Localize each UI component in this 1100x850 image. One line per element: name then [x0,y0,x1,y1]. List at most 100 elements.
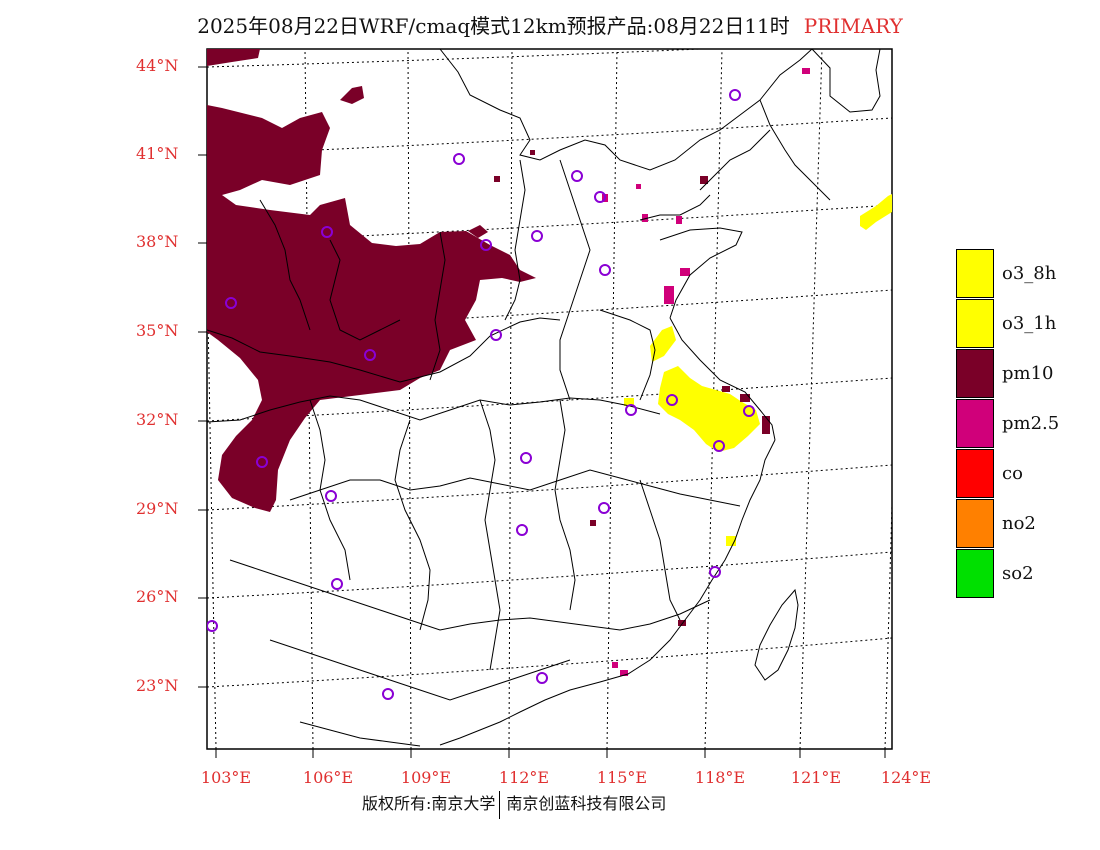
title-highlight: PRIMARY [803,14,903,38]
border-province-b [207,395,661,423]
pm25-cell [620,670,628,676]
station-marker [453,153,465,165]
legend-item-o3-1h: o3_1h [956,299,1100,349]
legend-item-no2: no2 [956,499,1100,549]
border-province-o [309,399,351,581]
lon-label-124e: 124°E [880,768,932,787]
station-marker [666,394,678,406]
pm10-cell [530,150,535,155]
pm25-cell [802,68,810,74]
border-northeast [811,49,881,113]
legend-label: so2 [1002,563,1034,584]
legend-item-co: co [956,449,1100,499]
station-marker [571,170,583,182]
station-marker [382,688,394,700]
gridline-115e [606,49,618,749]
coast-bohai-north [699,129,771,191]
lon-label-106e: 106°E [302,768,354,787]
border-province-l [554,399,576,611]
border-province-a [207,317,561,383]
boundaries [207,49,881,747]
legend-swatch [956,449,994,498]
station-marker [321,226,333,238]
lon-label-118e: 118°E [694,768,746,787]
lat-label-32n: 32°N [136,410,179,429]
border-province-i [504,159,526,321]
pm10-cell [494,176,500,182]
station-marker [520,452,532,464]
copyright-left: 版权所有:南京大学 [362,794,496,813]
border-province-k [599,309,656,401]
border-province-n [394,419,431,631]
station-marker [729,89,741,101]
pm10-cell [740,394,750,402]
coast-bohai-west [639,194,711,221]
legend-label: pm10 [1002,363,1054,384]
lon-label-103e: 103°E [200,768,252,787]
pm10-cell [678,620,686,626]
pm10-cell [590,520,596,526]
legend-swatch [956,499,994,548]
station-markers [207,89,755,700]
legend-label: o3_8h [1002,263,1057,284]
legend-item-o3-8h: o3_8h [956,249,1100,299]
longitude-gridlines [207,49,892,749]
legend-label: co [1002,463,1023,484]
legend-swatch [956,299,994,348]
title-text: 2025年08月22日WRF/cmaq模式12km预报产品:08月22日11时 [197,14,790,38]
pm10-cell [700,176,708,184]
border-province-p [479,399,501,671]
border-province-d [229,559,711,631]
station-marker [743,405,755,417]
station-marker [325,490,337,502]
border-province-g [329,239,401,341]
legend-label: o3_1h [1002,313,1057,334]
gridline-124e [884,486,892,749]
station-marker [490,329,502,341]
lon-label-109e: 109°E [400,768,452,787]
lon-label-112e: 112°E [498,768,550,787]
legend-item-pm25: pm2.5 [956,399,1100,449]
lat-label-44n: 44°N [136,56,179,75]
lat-label-26n: 26°N [136,587,179,606]
station-marker [599,264,611,276]
border-province-h [429,231,446,381]
station-marker [480,239,492,251]
lat-label-23n: 23°N [136,676,179,695]
axis-ticks [198,66,886,758]
gridline-112e [508,49,513,749]
lon-label-121e: 121°E [790,768,842,787]
pm25-cell [642,214,648,222]
border-southwest [299,721,421,747]
border-liaoning [759,99,831,201]
coast-jiangsu [669,317,776,441]
island-taiwan [754,588,799,681]
o3-region [624,194,892,546]
station-marker [225,297,237,309]
border-north [439,49,813,171]
legend-swatch [956,349,994,398]
lat-label-41n: 41°N [136,144,179,163]
pm25-cell [636,184,641,189]
footer-divider [499,790,501,819]
station-marker [625,404,637,416]
station-marker [531,230,543,242]
legend-label: no2 [1002,513,1036,534]
pm25-cell [612,662,618,668]
lat-label-35n: 35°N [136,321,179,340]
lon-label-115e: 115°E [596,768,648,787]
copyright-right: 南京创蓝科技有限公司 [506,794,667,813]
station-marker [256,456,268,468]
legend-item-so2: so2 [956,549,1100,599]
station-marker [536,672,548,684]
gridline-121e [799,49,823,749]
coast-shandong [659,227,743,319]
legend-swatch [956,399,994,448]
station-marker [331,578,343,590]
pm25-cell [676,216,682,224]
station-marker [364,349,376,361]
border-province-f [259,199,311,331]
legend-swatch [956,249,994,298]
station-marker [207,620,218,632]
